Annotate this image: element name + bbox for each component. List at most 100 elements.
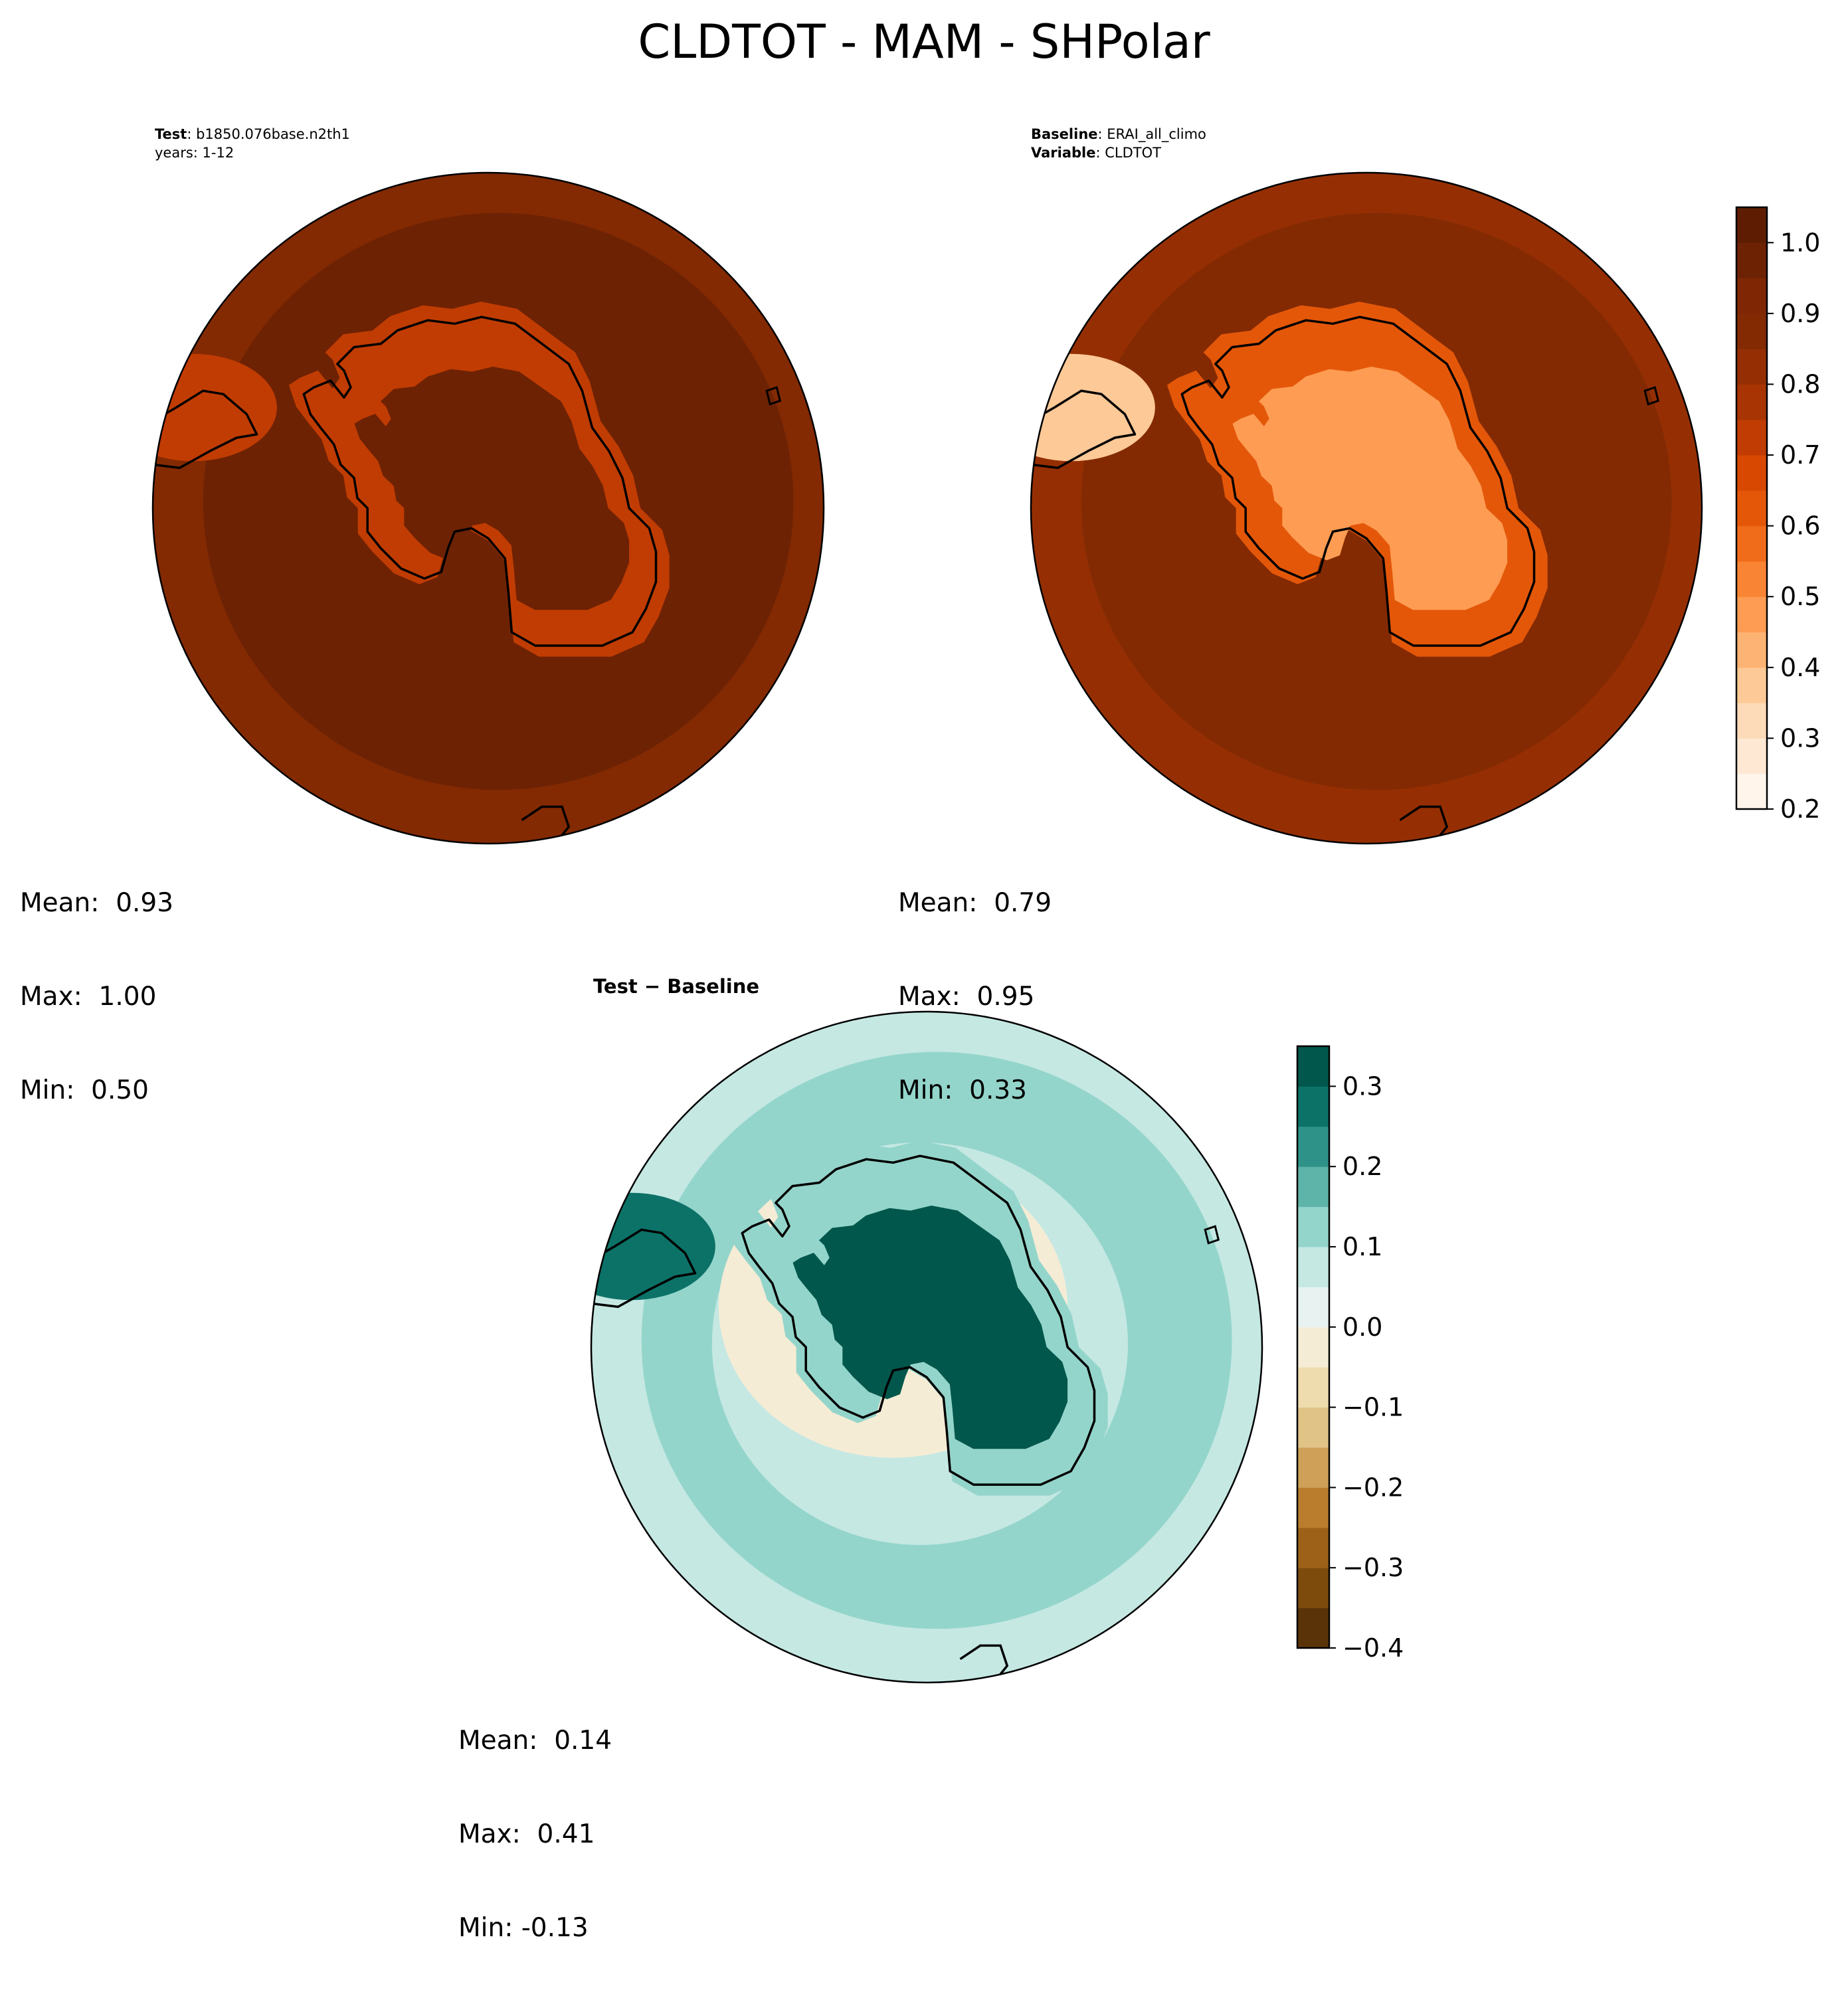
baseline-coastline-island	[1643, 386, 1660, 406]
baseline-map-frame	[1030, 171, 1703, 845]
baseline-stat-min: Min: 0.33	[898, 1075, 1027, 1105]
baseline-colorbar-tick-label: 0.3	[1780, 723, 1820, 753]
diff-coastline-antarctica	[741, 1154, 1096, 1486]
diff-colorbar-band	[1297, 1447, 1329, 1488]
baseline-colorbar-band	[1736, 349, 1767, 385]
diff-title: Test − Baseline	[593, 975, 760, 998]
diff-colorbar-band	[1297, 1166, 1329, 1208]
test-coastline-antarctica	[302, 316, 658, 647]
diff-colorbar: −0.4 −0.3 −0.2 −0.1 0.0 0.1 0.2 0.3	[1296, 1045, 1404, 1663]
diff-colorbar-band	[1297, 1206, 1329, 1247]
baseline-colorbar-band	[1736, 455, 1767, 491]
baseline-colorbar-band	[1736, 384, 1767, 420]
diff-colorbar-band	[1297, 1407, 1329, 1448]
baseline-south-america-field	[1031, 353, 1155, 462]
baseline-stat-mean: Mean: 0.79	[898, 888, 1052, 918]
baseline-antarctic-interior-field	[1232, 367, 1508, 610]
test-field	[153, 173, 824, 844]
baseline-colorbar-band	[1736, 419, 1767, 456]
diff-stats: Mean: 0.14 Max: 0.41 Min: -0.13	[458, 1663, 612, 2006]
test-meta: Test: b1850.076base.n2th1 years: 1-12	[155, 125, 350, 162]
diff-colorbar-band	[1297, 1487, 1329, 1528]
baseline-colorbar-band	[1736, 525, 1767, 562]
baseline-colorbar-tick-label: 0.9	[1780, 299, 1820, 328]
baseline-colorbar: 0.2 0.3 0.4 0.5 0.6 0.7 0.8 0.9 1.0	[1735, 206, 1820, 824]
baseline-colorbar-band	[1736, 313, 1767, 349]
test-meta-line-2: years: 1-12	[155, 145, 234, 161]
diff-colorbar-tick-label: −0.2	[1342, 1473, 1404, 1502]
diff-coastline-island	[1204, 1225, 1220, 1245]
baseline-colorbar-band	[1736, 738, 1767, 775]
diff-colorbar-tick-label: −0.3	[1342, 1553, 1404, 1582]
baseline-coastline-bottom	[1393, 805, 1449, 844]
baseline-colorbar-band	[1736, 490, 1767, 527]
baseline-colorbar-band	[1736, 278, 1767, 314]
baseline-colorbar-band	[1736, 773, 1767, 810]
diff-colorbar-tick-label: −0.1	[1342, 1393, 1404, 1422]
test-stat-mean: Mean: 0.93	[20, 888, 174, 918]
baseline-colorbar-tick-label: 0.2	[1780, 794, 1820, 824]
baseline-colorbar-band	[1736, 596, 1767, 633]
diff-map	[590, 1010, 1263, 1684]
diff-colorbar-tick-label: −0.4	[1342, 1633, 1404, 1663]
maps-svg: 0.2 0.3 0.4 0.5 0.6 0.7 0.8 0.9 1.0 −0.4 −0.3 −0.2…	[151, 171, 1820, 1684]
diff-colorbar-band	[1297, 1527, 1329, 1568]
diff-colorbar-tick-label: 0.3	[1342, 1071, 1382, 1101]
diff-colorbar-band	[1297, 1287, 1329, 1328]
figure: CLDTOT - MAM - SHPolar Test: b1850.076ba…	[20, 15, 1820, 1943]
test-south-america-field	[153, 353, 277, 462]
baseline-colorbar-band	[1736, 242, 1767, 279]
test-stat-min: Min: 0.50	[20, 1075, 149, 1105]
diff-colorbar-band	[1297, 1326, 1329, 1368]
diff-antarctic-interior-field	[792, 1206, 1068, 1449]
baseline-colorbar-tick-label: 0.7	[1780, 440, 1820, 470]
baseline-meta-line-2: Variable: CLDTOT	[1031, 145, 1161, 161]
diff-colorbar-tick-label: 0.2	[1342, 1152, 1382, 1181]
diff-colorbar-band	[1297, 1607, 1329, 1649]
baseline-coastline-antarctica	[1180, 316, 1536, 647]
baseline-coastline-south-america	[1031, 389, 1137, 470]
baseline-meta: Baseline: ERAI_all_climo Variable: CLDTO…	[1031, 125, 1206, 162]
diff-stat-min: Min: -0.13	[458, 1913, 589, 1943]
test-stats: Mean: 0.93 Max: 1.00 Min: 0.50	[20, 825, 173, 1168]
baseline-colorbar-band	[1736, 632, 1767, 668]
diff-colorbar-band	[1297, 1086, 1329, 1127]
baseline-colorbar-frame	[1735, 206, 1768, 810]
baseline-colorbar-band	[1736, 207, 1767, 243]
baseline-field	[1031, 173, 1702, 844]
diff-colorbar-band	[1297, 1046, 1329, 1087]
diff-field	[591, 1012, 1262, 1683]
baseline-colorbar-tick-label: 0.8	[1780, 369, 1820, 399]
diff-colorbar-tick-label: 0.1	[1342, 1232, 1382, 1261]
test-stat-max: Max: 1.00	[20, 982, 157, 1012]
test-antarctic-interior-field	[354, 367, 630, 610]
baseline-meta-line-1: Baseline: ERAI_all_climo	[1031, 126, 1206, 142]
test-coastline-island	[765, 386, 782, 406]
diff-south-america-field	[591, 1192, 715, 1301]
test-coastline-south-america	[153, 389, 258, 470]
diff-map-frame	[590, 1010, 1263, 1684]
diff-colorbar-band	[1297, 1126, 1329, 1167]
baseline-stats: Mean: 0.79 Max: 0.95 Min: 0.33	[898, 825, 1052, 1168]
baseline-colorbar-tick-label: 0.5	[1780, 582, 1820, 611]
diff-colorbar-band	[1297, 1568, 1329, 1609]
baseline-colorbar-band	[1736, 667, 1767, 703]
baseline-colorbar-band	[1736, 561, 1767, 597]
test-meta-line-1: Test: b1850.076base.n2th1	[155, 126, 350, 142]
baseline-stat-max: Max: 0.95	[898, 982, 1035, 1012]
diff-stat-mean: Mean: 0.14	[458, 1726, 612, 1756]
baseline-map	[1030, 171, 1703, 845]
test-map	[151, 171, 825, 845]
diff-coastline-south-america	[591, 1228, 697, 1309]
diff-colorbar-tick-label: 0.0	[1342, 1313, 1382, 1342]
diff-colorbar-frame	[1296, 1045, 1331, 1649]
baseline-colorbar-band	[1736, 703, 1767, 739]
diff-colorbar-band	[1297, 1247, 1329, 1287]
figure-title: CLDTOT - MAM - SHPolar	[638, 15, 1210, 69]
baseline-colorbar-tick-label: 0.4	[1780, 653, 1820, 682]
test-coastline-bottom	[515, 805, 571, 844]
diff-colorbar-band	[1297, 1367, 1329, 1408]
diff-stat-max: Max: 0.41	[458, 1819, 595, 1849]
baseline-colorbar-tick-label: 1.0	[1780, 228, 1820, 257]
test-map-frame	[151, 171, 825, 845]
